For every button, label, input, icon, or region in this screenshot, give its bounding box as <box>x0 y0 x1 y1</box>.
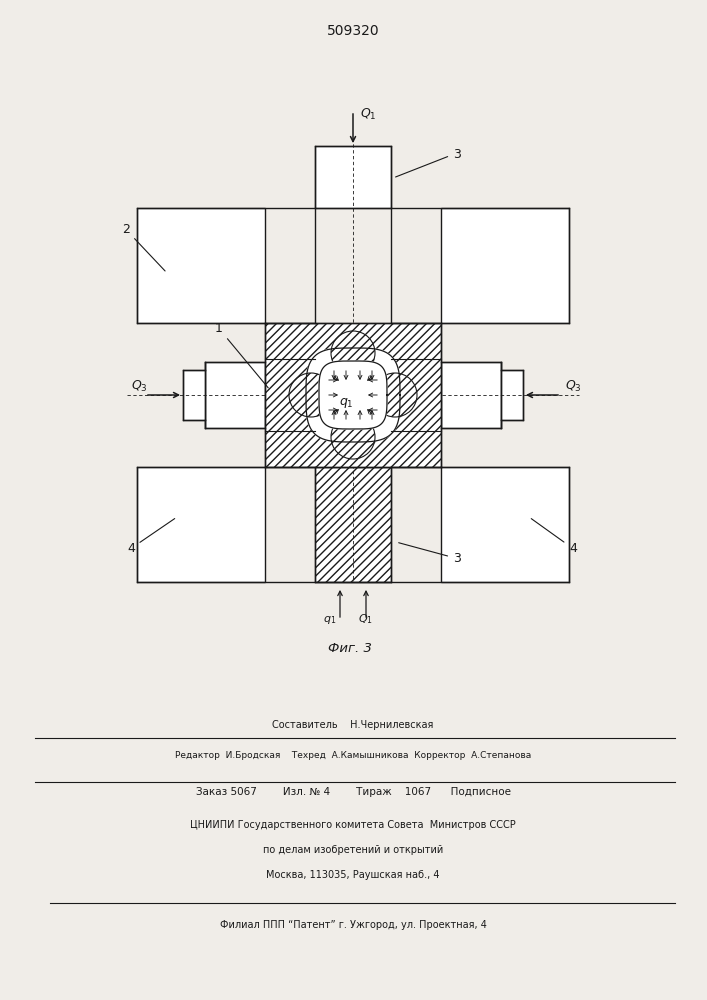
Text: 4: 4 <box>531 519 577 555</box>
Circle shape <box>331 415 375 459</box>
Text: по делам изобретений и открытий: по делам изобретений и открытий <box>263 845 443 855</box>
Bar <box>137 467 265 582</box>
Text: $Q_3$: $Q_3$ <box>131 379 148 394</box>
Text: $Q_3$: $Q_3$ <box>565 379 582 394</box>
Text: Заказ 5067        Изл. № 4        Тираж    1067      Подписное: Заказ 5067 Изл. № 4 Тираж 1067 Подписное <box>196 787 510 797</box>
Text: 1: 1 <box>215 322 268 388</box>
Text: 4: 4 <box>127 519 175 555</box>
Text: 509320: 509320 <box>327 24 380 38</box>
Bar <box>137 208 265 323</box>
Text: $Q_1$: $Q_1$ <box>358 612 373 626</box>
Text: Редактор  И.Бродская    Техред  А.Камышникова  Корректор  А.Степанова: Редактор И.Бродская Техред А.Камышникова… <box>175 751 531 760</box>
Bar <box>265 323 441 467</box>
Polygon shape <box>306 348 400 442</box>
Bar <box>205 362 265 428</box>
Bar <box>441 467 569 582</box>
Text: Москва, 113035, Раушская наб., 4: Москва, 113035, Раушская наб., 4 <box>267 870 440 880</box>
Bar <box>441 208 569 323</box>
Text: Составитель    Н.Чернилевская: Составитель Н.Чернилевская <box>272 720 433 730</box>
Text: Филиал ППП “Патент” г. Ужгород, ул. Проектная, 4: Филиал ППП “Патент” г. Ужгород, ул. Прое… <box>220 920 486 930</box>
Circle shape <box>331 331 375 375</box>
Polygon shape <box>319 361 387 429</box>
Text: $q_1$: $q_1$ <box>339 396 354 410</box>
Circle shape <box>289 373 333 417</box>
Text: 2: 2 <box>122 223 165 271</box>
Circle shape <box>373 373 417 417</box>
Bar <box>315 146 391 208</box>
Text: ЦНИИПИ Государственного комитета Совета  Министров СССР: ЦНИИПИ Государственного комитета Совета … <box>190 820 516 830</box>
Polygon shape <box>323 365 383 425</box>
Text: 3: 3 <box>399 543 461 565</box>
Text: $Q_1$: $Q_1$ <box>360 107 377 122</box>
Text: 3: 3 <box>396 148 461 177</box>
Bar <box>441 362 501 428</box>
Bar <box>315 467 391 582</box>
Text: $q_1$: $q_1$ <box>323 614 337 626</box>
Bar <box>183 370 205 420</box>
Bar <box>501 370 523 420</box>
Text: Фиг. 3: Фиг. 3 <box>328 642 372 655</box>
